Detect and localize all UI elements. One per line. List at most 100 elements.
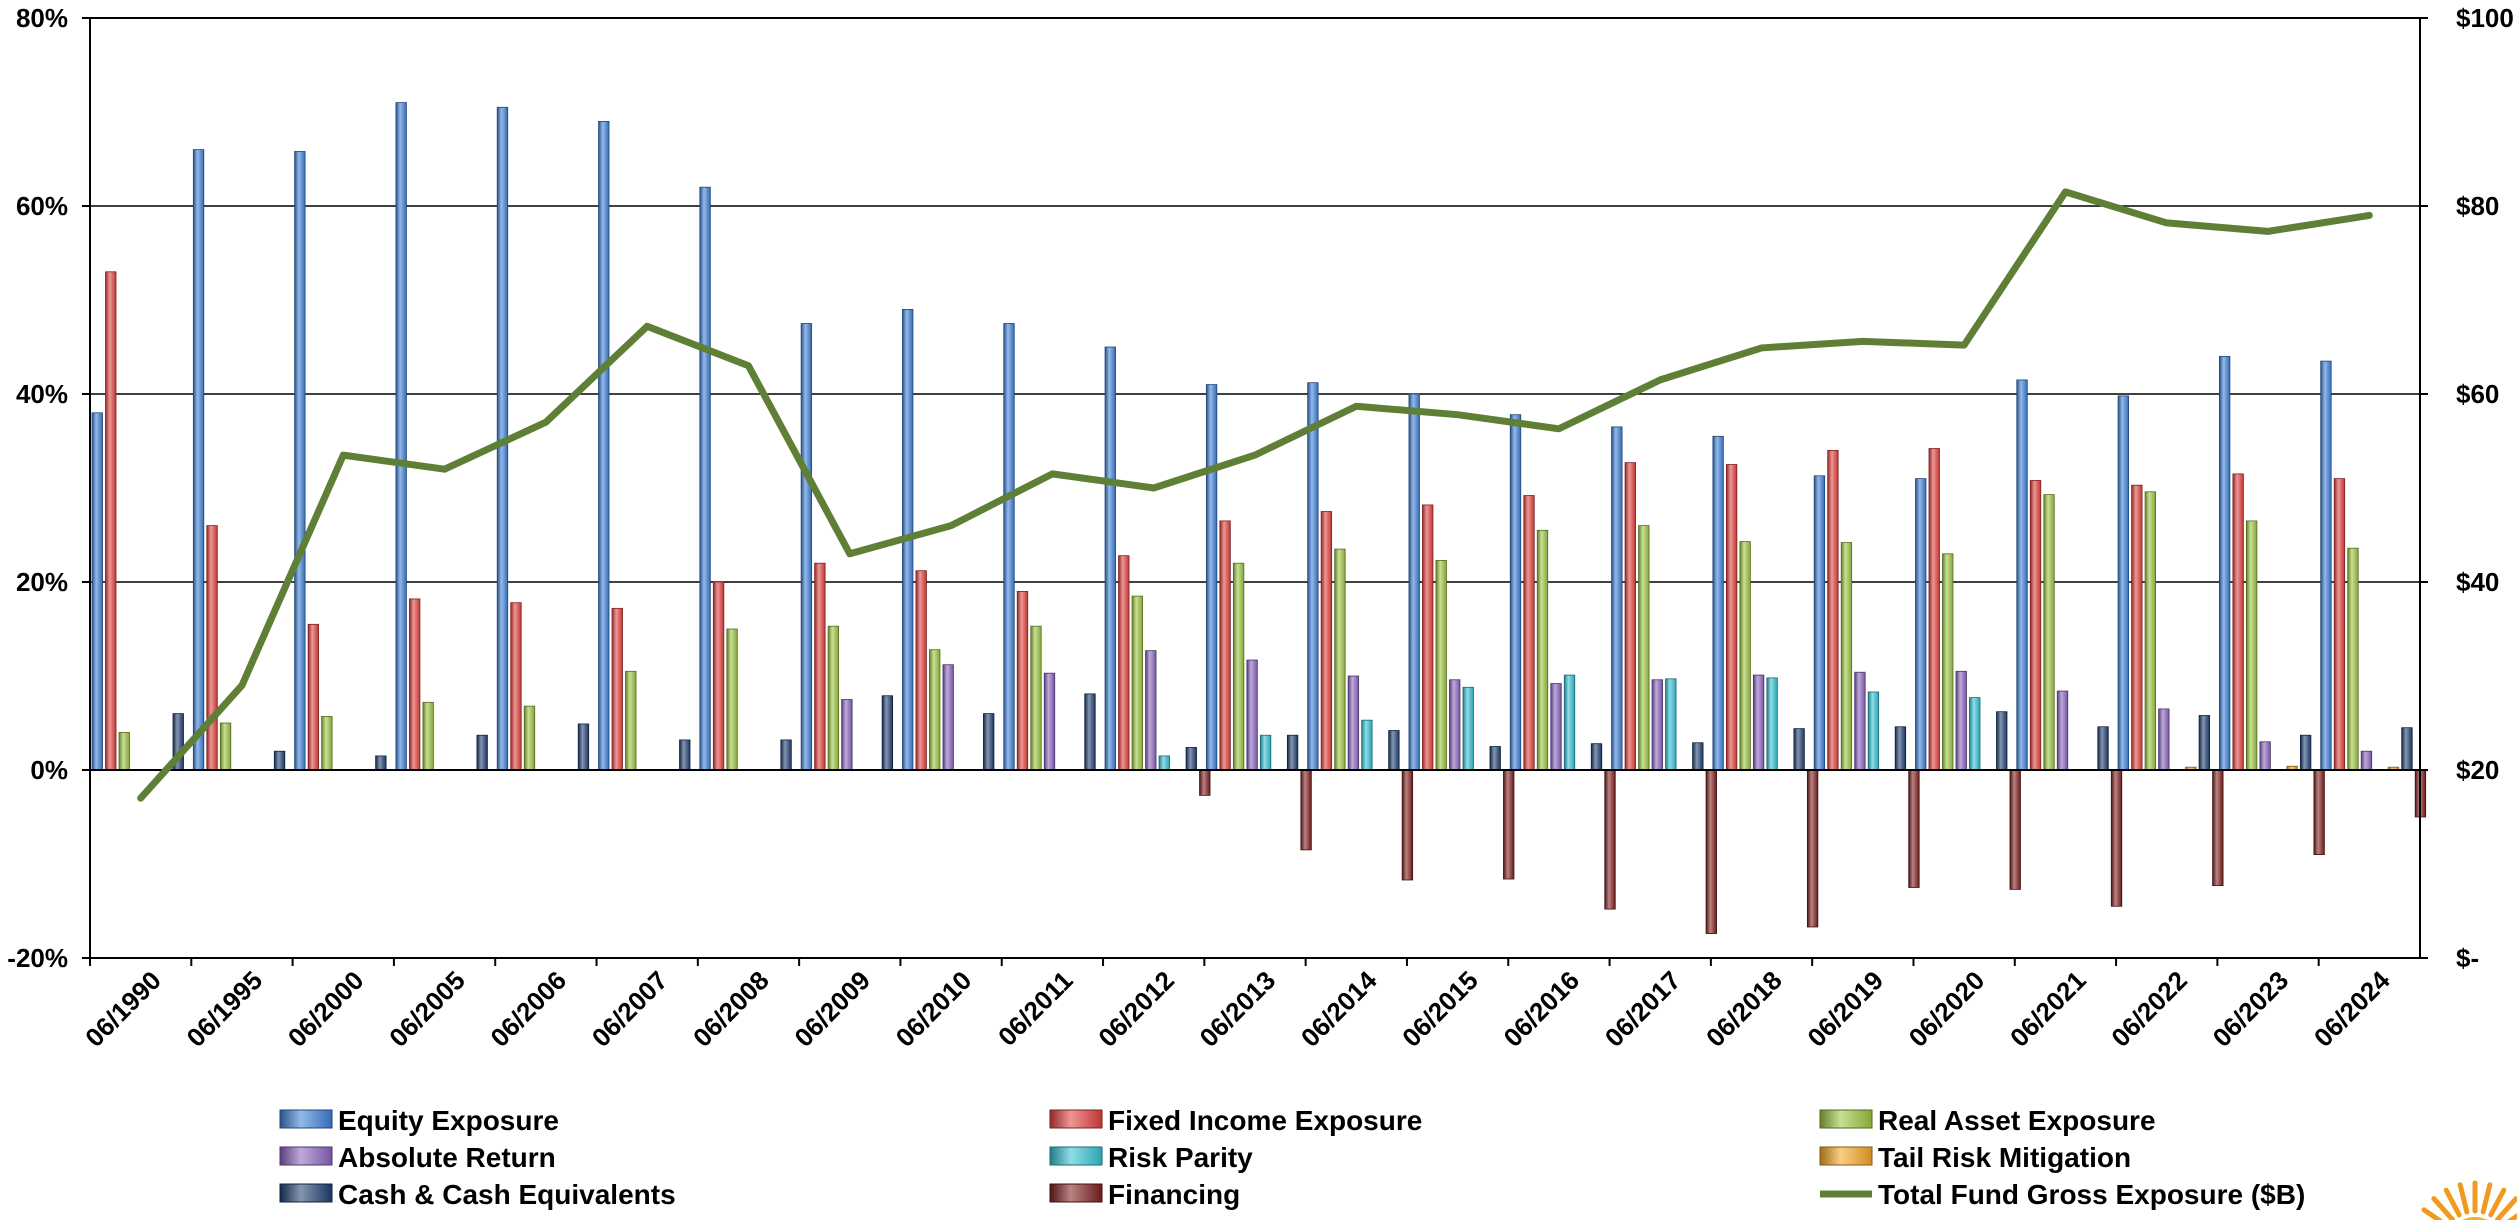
bar-fixed-income-exposure — [814, 562, 826, 771]
bar-cash-cash-equivalents — [577, 723, 590, 771]
bar-financing — [2009, 769, 2021, 890]
bar-equity-exposure — [598, 121, 610, 771]
bar-cash-cash-equivalents — [1489, 746, 1501, 771]
sun-ray — [2488, 1187, 2507, 1218]
bar-cash-cash-equivalents — [375, 755, 387, 771]
bar-fixed-income-exposure — [1118, 555, 1130, 771]
bar-equity-exposure — [2117, 395, 2129, 771]
bar-absolute-return — [942, 664, 954, 771]
bar-cash-cash-equivalents — [2097, 726, 2109, 771]
bar-fixed-income-exposure — [1624, 462, 1636, 771]
bar-financing — [2212, 769, 2224, 887]
bar-cash-cash-equivalents — [1793, 728, 1805, 771]
bar-risk-parity — [1158, 755, 1170, 771]
bar-equity-exposure — [1003, 323, 1015, 771]
bar-absolute-return — [1752, 674, 1765, 771]
bar-absolute-return — [1043, 672, 1056, 771]
bar-equity-exposure — [800, 323, 813, 771]
bar-cash-cash-equivalents — [780, 739, 792, 771]
bar-financing — [1908, 769, 1920, 888]
bar-equity-exposure — [2016, 379, 2028, 771]
bar-risk-parity — [1361, 719, 1373, 771]
bar-absolute-return — [1449, 679, 1461, 771]
bar-real-asset-exposure — [1030, 625, 1042, 771]
bar-equity-exposure — [1712, 435, 1724, 771]
legend-item: Total Fund Gross Exposure ($B) — [1820, 1179, 2305, 1210]
bar-equity-exposure — [1408, 393, 1420, 771]
bar-cash-cash-equivalents — [679, 739, 691, 771]
category-label: 06/2015 — [1396, 965, 1484, 1053]
bar-equity-exposure — [1104, 346, 1116, 771]
bar-equity-exposure — [1915, 478, 1927, 771]
legend-item: Cash & Cash Equivalents — [279, 1179, 676, 1210]
bar-risk-parity — [1462, 686, 1474, 771]
bar-series — [91, 102, 2427, 934]
left-tick-label: 20% — [16, 567, 68, 597]
bar-equity-exposure — [2320, 360, 2332, 771]
bar-real-asset-exposure — [1739, 541, 1751, 771]
bar-cash-cash-equivalents — [2299, 734, 2312, 771]
legend-label: Fixed Income Exposure — [1108, 1105, 1422, 1136]
category-label: 06/1995 — [181, 965, 269, 1053]
category-label: 06/2023 — [2207, 965, 2295, 1053]
bar-real-asset-exposure — [827, 625, 840, 771]
legend-item: Financing — [1049, 1179, 1240, 1210]
gridlines — [90, 17, 2420, 771]
bar-real-asset-exposure — [726, 628, 738, 771]
category-label: 06/2024 — [2308, 965, 2396, 1053]
bar-financing — [2110, 769, 2123, 907]
category-labels: 06/1990 06/1995 06/2000 06/2005 06/2006 06/20… — [79, 958, 2396, 1053]
bar-fixed-income-exposure — [1016, 591, 1029, 771]
legend-item: Risk Parity — [1049, 1142, 1253, 1173]
sun-ray — [2495, 1196, 2517, 1220]
bar-financing — [1604, 769, 1616, 910]
bar-risk-parity — [1259, 734, 1272, 771]
category-label: 06/2013 — [1194, 965, 1282, 1053]
bar-cash-cash-equivalents — [881, 695, 894, 771]
bar-equity-exposure — [2218, 355, 2231, 771]
bar-real-asset-exposure — [422, 701, 434, 771]
legend-item: Equity Exposure — [279, 1105, 559, 1136]
bar-real-asset-exposure — [1536, 529, 1549, 771]
bar-fixed-income-exposure — [2232, 473, 2244, 771]
category-label: 06/2017 — [1599, 965, 1687, 1053]
bar-fixed-income-exposure — [307, 623, 320, 771]
bar-cash-cash-equivalents — [1388, 730, 1400, 771]
bar-financing — [1806, 769, 1819, 928]
legend-swatch — [279, 1109, 333, 1129]
bar-risk-parity — [1563, 674, 1576, 771]
category-label: 06/2010 — [890, 965, 978, 1053]
category-label: 06/2006 — [484, 965, 572, 1053]
bar-real-asset-exposure — [523, 705, 536, 771]
category-label: 06/2011 — [992, 965, 1079, 1052]
legend-swatch — [1049, 1183, 1103, 1203]
bar-absolute-return — [2360, 750, 2373, 771]
sun-ray — [2480, 1182, 2493, 1215]
bar-absolute-return — [2056, 690, 2069, 771]
right-tick-label: $40 — [2456, 567, 2499, 597]
bar-fixed-income-exposure — [510, 602, 522, 771]
bar-absolute-return — [1246, 659, 1258, 771]
sun-ray — [2506, 1212, 2517, 1220]
bar-absolute-return — [1347, 675, 1360, 771]
category-label: 06/2021 — [2004, 965, 2092, 1053]
bar-equity-exposure — [1611, 426, 1623, 771]
bar-fixed-income-exposure — [1827, 449, 1839, 771]
legend-swatch — [1819, 1146, 1873, 1166]
bar-real-asset-exposure — [1131, 595, 1143, 771]
right-tick-label: $20 — [2456, 755, 2499, 785]
bar-financing — [1401, 769, 1414, 881]
right-tick-label: $80 — [2456, 191, 2499, 221]
legend-item: Tail Risk Mitigation — [1819, 1142, 2131, 1173]
bar-real-asset-exposure — [1840, 542, 1853, 771]
bar-absolute-return — [1651, 679, 1663, 771]
category-label: 06/2012 — [1092, 965, 1180, 1053]
category-label: 06/2016 — [1497, 965, 1585, 1053]
category-label: 06/2009 — [788, 965, 876, 1053]
bar-financing — [1199, 769, 1211, 796]
legend-label: Real Asset Exposure — [1878, 1105, 2156, 1136]
bar-risk-parity — [1665, 678, 1677, 771]
sun-ray — [2431, 1196, 2455, 1220]
sun-ray — [2457, 1182, 2470, 1215]
bar-cash-cash-equivalents — [2198, 715, 2210, 771]
